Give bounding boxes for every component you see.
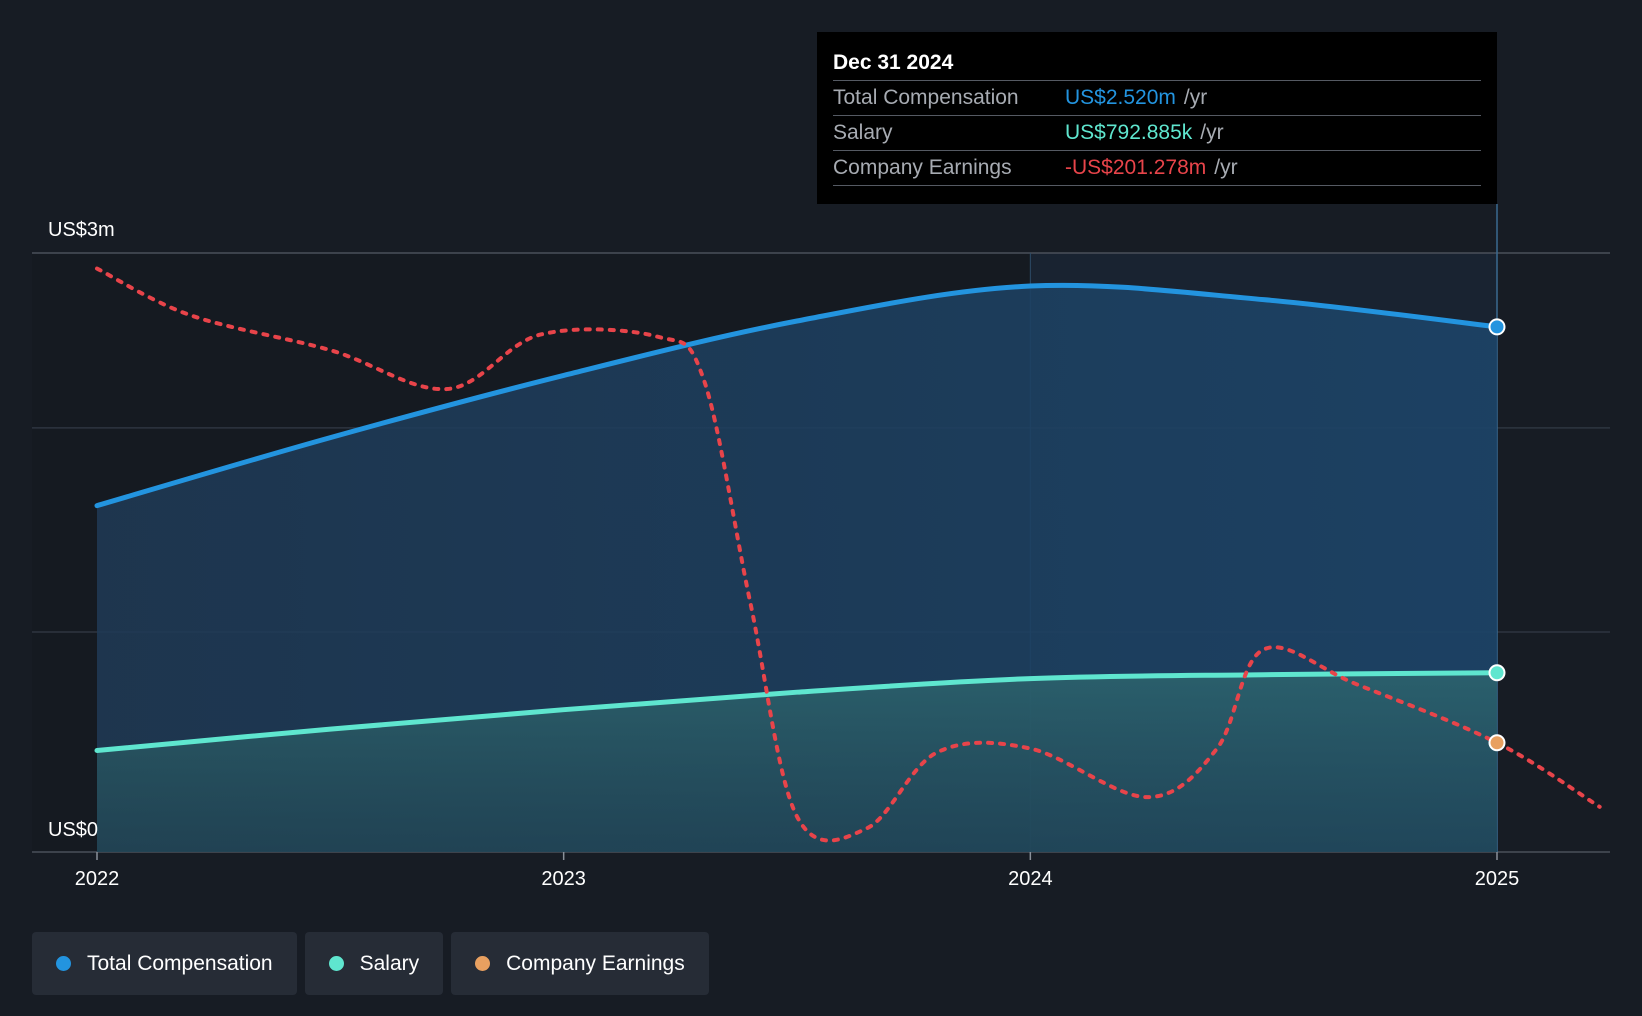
x-tick-label: 2024	[1008, 868, 1053, 890]
tooltip-value: US$792.885k	[1065, 121, 1193, 144]
tooltip-unit: /yr	[1200, 121, 1224, 144]
legend-label: Salary	[359, 951, 420, 975]
tooltip-date: Dec 31 2024	[833, 51, 954, 74]
legend-dot-icon	[475, 956, 491, 971]
x-tick-label: 2023	[541, 868, 586, 890]
line-layer	[94, 266, 1602, 843]
y-tick-label: US$3m	[48, 219, 115, 241]
chart-legend: Total Compensation Salary Company Earnin…	[32, 932, 709, 995]
legend-label: Total Compensation	[87, 951, 273, 975]
legend-item-total-compensation[interactable]: Total Compensation	[32, 932, 297, 995]
axis-layer: US$3m US$0 2022 2023 2024 2025	[48, 219, 1519, 890]
x-tick-label: 2022	[75, 868, 120, 890]
tooltip-label: Company Earnings	[833, 156, 1012, 179]
tooltip-row-salary: Salary US$792.885k /yr	[833, 115, 1481, 150]
y-tick-label: US$0	[48, 819, 98, 841]
salary-marker	[1488, 664, 1506, 682]
legend-dot-icon	[56, 956, 71, 971]
salary-area	[97, 672, 1497, 852]
marker-layer	[1488, 318, 1506, 752]
tooltip-value: -US$201.278m	[1065, 156, 1207, 179]
chart-tooltip: Dec 31 2024 Total Compensation US$2.520m…	[817, 32, 1497, 204]
tooltip-label: Salary	[833, 121, 893, 144]
company-earnings-marker	[1488, 734, 1506, 752]
legend-item-company-earnings[interactable]: Company Earnings	[451, 932, 709, 995]
total-compensation-line	[94, 282, 1500, 509]
salary-line	[94, 670, 1500, 753]
legend-label: Company Earnings	[506, 951, 685, 975]
tooltip-row-company-earnings: Company Earnings -US$201.278m /yr	[833, 150, 1481, 186]
tooltip-row-total-compensation: Total Compensation US$2.520m /yr	[833, 80, 1481, 115]
tooltip-unit: /yr	[1183, 86, 1208, 109]
area-layer	[97, 285, 1497, 852]
x-tick-label: 2025	[1475, 868, 1520, 890]
tooltip-unit: /yr	[1214, 156, 1238, 179]
total-compensation-marker	[1488, 318, 1506, 336]
tooltip-label: Total Compensation	[833, 86, 1019, 109]
legend-dot-icon	[328, 956, 344, 971]
tooltip-value: US$2.520m	[1065, 86, 1176, 109]
company-earnings-line	[95, 266, 1602, 843]
legend-item-salary[interactable]: Salary	[304, 932, 444, 995]
